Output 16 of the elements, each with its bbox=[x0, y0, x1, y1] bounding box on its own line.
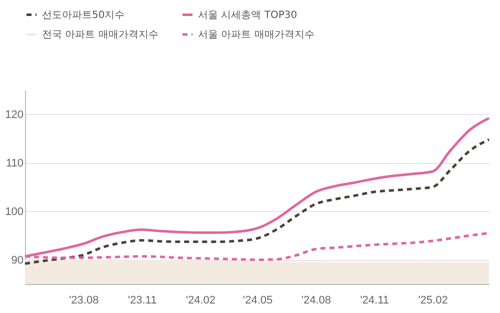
x-tick-label: '24.02 bbox=[186, 294, 216, 306]
line-series bbox=[24, 138, 490, 265]
x-tick-label: '24.11 bbox=[360, 294, 390, 306]
y-tick-label: 90 bbox=[11, 254, 24, 266]
y-tick-label: 110 bbox=[6, 157, 24, 170]
x-tick-label: '24.05 bbox=[242, 294, 273, 306]
x-tick-label: '25.02 bbox=[418, 294, 448, 306]
y-tick-label: 120 bbox=[5, 108, 24, 121]
x-tick-label: '23.08 bbox=[69, 294, 99, 306]
legend-label: 서울 시세총액 TOP30 bbox=[198, 10, 298, 21]
legend-label: 선도아파트50지수 bbox=[42, 10, 125, 21]
legend-label: 서울 아파트 매매가격지수 bbox=[198, 30, 314, 40]
legend-label: 전국 아파트 매매가격지수 bbox=[42, 30, 158, 40]
x-tick-label: '23.11 bbox=[128, 294, 157, 306]
x-tick-label: '24.08 bbox=[301, 294, 332, 306]
y-tick-label: 100 bbox=[5, 206, 24, 218]
